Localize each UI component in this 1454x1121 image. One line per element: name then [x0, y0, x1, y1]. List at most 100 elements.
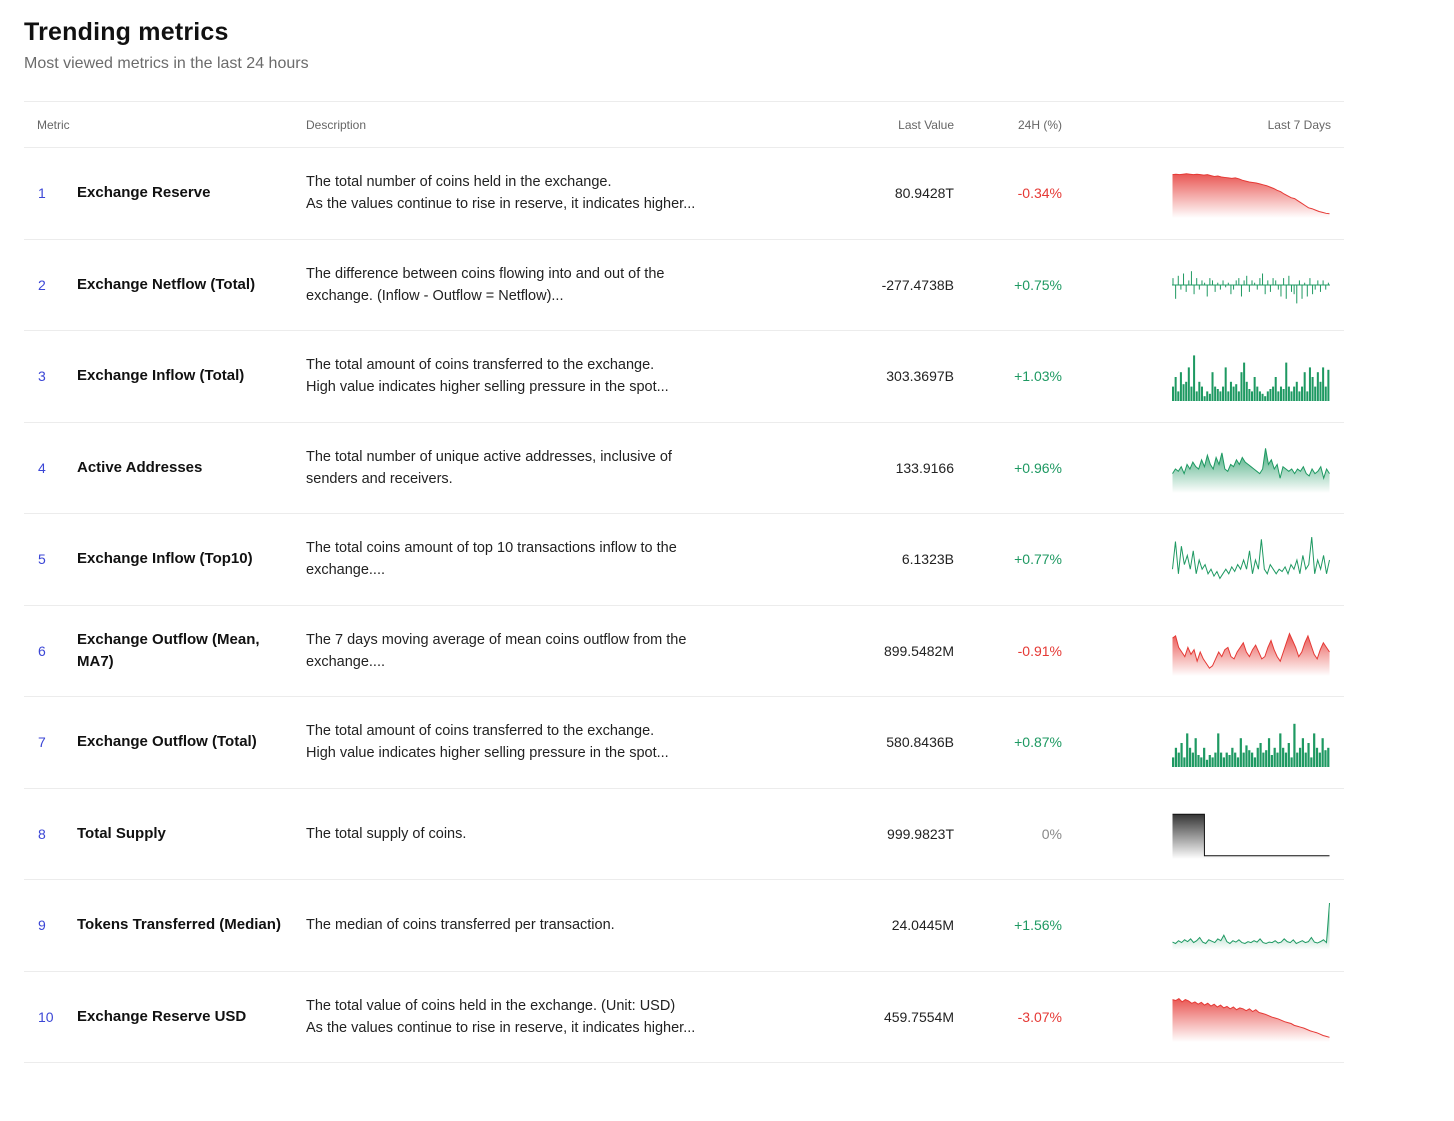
sparkline-bar: [1313, 733, 1316, 768]
sparkline-bar: [1261, 394, 1264, 402]
metric-sparkline: [1172, 900, 1330, 951]
metric-name-link[interactable]: Exchange Reserve: [77, 184, 211, 202]
metric-name-link[interactable]: Exchange Inflow (Total): [77, 367, 245, 385]
metric-sparkline: [1172, 534, 1330, 584]
sparkline-area: [1172, 448, 1330, 493]
sparkline-bar: [1304, 752, 1307, 768]
sparkline-bar: [1311, 377, 1314, 402]
sparkline-bar: [1308, 367, 1311, 402]
metric-description-line-2: exchange....: [306, 653, 385, 670]
metric-24h-change: -0.34%: [1017, 185, 1062, 202]
metric-name-link[interactable]: Tokens Transferred (Median): [77, 916, 281, 934]
sparkline-line: [1172, 537, 1330, 580]
sparkline-bar: [1321, 738, 1324, 768]
sparkline-bar: [1174, 748, 1178, 768]
table-row[interactable]: 8 Total Supply The total supply of coins…: [24, 789, 1344, 880]
column-header-metric[interactable]: Metric: [37, 118, 70, 132]
sparkline-chart: [1172, 813, 1330, 859]
sparkline-bar: [1217, 733, 1220, 768]
metric-24h-change: +1.56%: [1014, 917, 1062, 934]
sparkline-bar: [1307, 743, 1310, 768]
sparkline-bar: [1287, 743, 1290, 768]
sparkline-area: [1172, 633, 1330, 676]
metric-name-link[interactable]: Exchange Reserve USD: [77, 1007, 247, 1025]
column-header-last-value[interactable]: Last Value: [898, 118, 954, 132]
sparkline-bar: [1298, 391, 1301, 402]
sparkline-bar: [1301, 386, 1304, 402]
table-row[interactable]: 4 Active Addresses The total number of u…: [24, 423, 1344, 514]
sparkline-bar: [1222, 386, 1225, 402]
sparkline-area: [1172, 174, 1330, 219]
table-row[interactable]: 3 Exchange Inflow (Total) The total amou…: [24, 331, 1344, 423]
table-row[interactable]: 2 Exchange Netflow (Total) The differenc…: [24, 240, 1344, 331]
table-row[interactable]: 9 Tokens Transferred (Median) The median…: [24, 880, 1344, 972]
metric-description: The median of coins transferred per tran…: [306, 914, 736, 936]
metric-description: The total value of coins held in the exc…: [306, 995, 736, 1039]
metric-name-link[interactable]: Total Supply: [77, 824, 166, 842]
table-row[interactable]: 6 Exchange Outflow (Mean, MA7) The 7 day…: [24, 606, 1344, 697]
sparkline-bar: [1248, 389, 1251, 402]
metric-name-link[interactable]: Active Addresses: [77, 458, 203, 476]
sparkline-bar: [1183, 757, 1186, 768]
table-body: 1 Exchange Reserve The total number of c…: [24, 148, 1344, 1063]
metric-sparkline: [1172, 992, 1330, 1042]
metric-name-link[interactable]: Exchange Netflow (Total): [77, 275, 256, 293]
sparkline-bar: [1188, 748, 1192, 768]
sparkline-bar: [1245, 382, 1248, 402]
sparkline-bar: [1324, 386, 1327, 402]
sparkline-bar: [1264, 396, 1267, 402]
sparkline-bar: [1272, 386, 1275, 402]
sparkline-bar: [1191, 752, 1194, 768]
sparkline-bar: [1240, 372, 1243, 402]
sparkline-bar: [1293, 724, 1296, 768]
sparkline-bar: [1314, 386, 1317, 402]
column-header-last-7-days: Last 7 Days: [1267, 118, 1331, 132]
metric-description: The total coins amount of top 10 transac…: [306, 537, 736, 581]
metric-last-value: 580.8436B: [886, 734, 954, 751]
sparkline-bar: [1211, 757, 1214, 768]
sparkline-chart: [1172, 173, 1330, 219]
metric-sparkline: [1172, 626, 1330, 676]
metric-sparkline: [1172, 443, 1330, 493]
sparkline-chart: [1172, 355, 1330, 402]
column-header-24h-change[interactable]: 24H (%): [1017, 118, 1062, 132]
metric-name-link[interactable]: Exchange Inflow (Top10): [77, 550, 253, 568]
sparkline-bar: [1203, 396, 1206, 402]
metric-name-link[interactable]: Exchange Outflow (Total): [77, 733, 257, 751]
metric-description-line-2: exchange. (Inflow - Outflow = Netflow)..…: [306, 287, 564, 304]
sparkline-chart: [1172, 447, 1330, 493]
sparkline-bar: [1229, 382, 1232, 402]
metric-name-link[interactable]: Exchange Outflow (Mean, MA7): [77, 630, 260, 670]
table-row[interactable]: 7 Exchange Outflow (Total) The total amo…: [24, 697, 1344, 789]
metric-rank: 2: [38, 276, 46, 293]
metric-description-line-2: exchange....: [306, 562, 385, 579]
metric-last-value: 24.0445M: [891, 917, 954, 934]
table-row[interactable]: 5 Exchange Inflow (Top10) The total coin…: [24, 514, 1344, 606]
table-row[interactable]: 1 Exchange Reserve The total number of c…: [24, 148, 1344, 240]
metric-sparkline: [1172, 260, 1330, 310]
sparkline-bar: [1216, 389, 1219, 402]
sparkline-line: [1172, 997, 1330, 1038]
sparkline-bar: [1276, 752, 1279, 768]
metric-description: The 7 days moving average of mean coins …: [306, 629, 736, 673]
sparkline-chart: [1172, 724, 1330, 768]
sparkline-line: [1172, 173, 1330, 215]
sparkline-bar: [1269, 389, 1272, 402]
table-row[interactable]: 10 Exchange Reserve USD The total value …: [24, 972, 1344, 1063]
metric-rank: 4: [38, 459, 46, 476]
page-title: Trending metrics: [24, 18, 229, 46]
sparkline-bar: [1267, 738, 1271, 768]
metric-rank: 7: [38, 734, 46, 751]
sparkline-bar: [1177, 752, 1180, 768]
sparkline-bar: [1224, 367, 1227, 402]
sparkline-bar: [1172, 757, 1175, 768]
sparkline-bar: [1205, 760, 1209, 768]
sparkline-bar: [1234, 752, 1237, 768]
metric-24h-change: -0.91%: [1017, 642, 1062, 659]
metric-description-line-2: As the values continue to rise in reserv…: [306, 1019, 696, 1036]
metrics-table: Metric Description Last Value 24H (%) La…: [24, 101, 1344, 1063]
metric-description-line-1: The difference between coins flowing int…: [306, 265, 665, 282]
sparkline-chart: [1172, 631, 1330, 676]
metric-description: The total amount of coins transferred to…: [306, 354, 736, 398]
sparkline-bar: [1194, 738, 1197, 768]
